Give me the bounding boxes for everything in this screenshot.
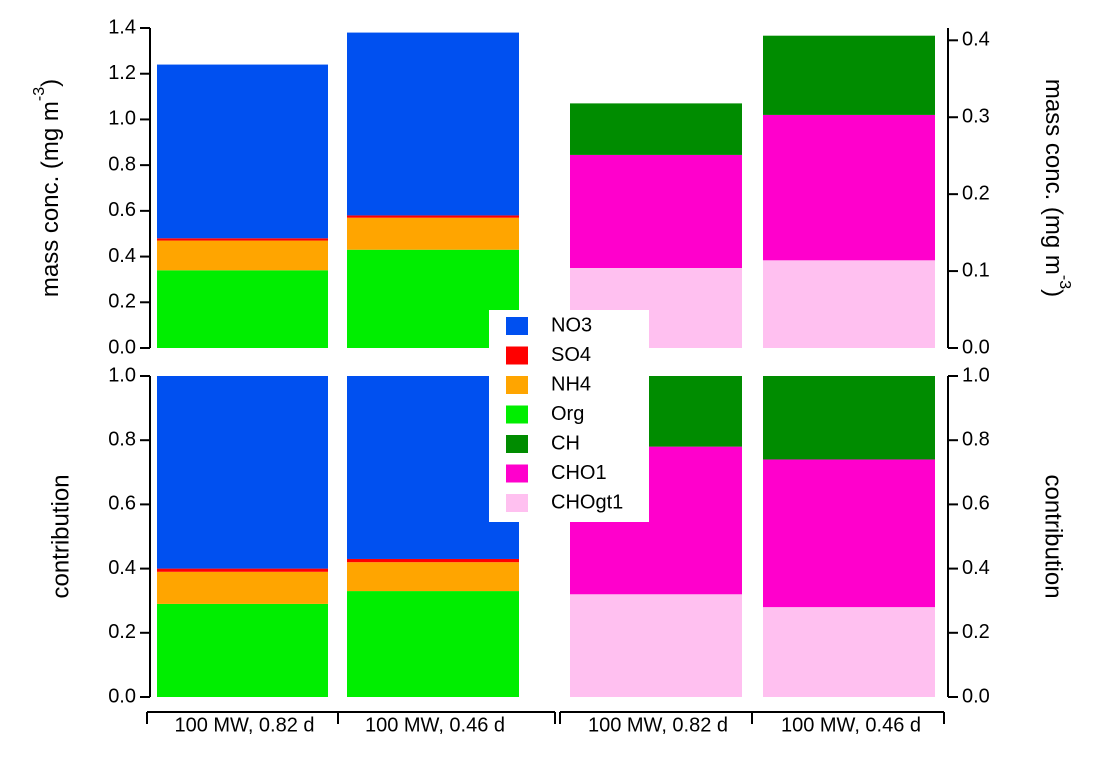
- bar-segment: [157, 64, 328, 239]
- y-tick-label: 0.4: [108, 245, 136, 267]
- bar-segment: [570, 103, 742, 155]
- bar-segment: [763, 459, 935, 608]
- y-tick-label: 0.0: [108, 685, 136, 707]
- y-tick-label: 0.8: [108, 428, 136, 450]
- bar-segment: [157, 568, 328, 572]
- bar-segment: [763, 114, 935, 261]
- legend-label: Org: [551, 403, 584, 425]
- y-tick-label: 1.0: [108, 108, 136, 130]
- y2-tick-label: 1.0: [962, 364, 990, 386]
- legend-label: NH4: [551, 373, 591, 395]
- y-axis-label: contribution: [47, 474, 74, 598]
- y-tick-label: 0.0: [108, 336, 136, 358]
- bar-segment: [570, 154, 742, 268]
- y2-axis-label: mass conc. (mg m-3): [1040, 79, 1073, 297]
- bar-segment: [157, 238, 328, 241]
- legend-label: NO3: [551, 314, 592, 336]
- bar-segment: [570, 594, 742, 697]
- bar-segment: [763, 35, 935, 115]
- x-tick-label: 100 MW, 0.82 d: [174, 714, 314, 736]
- y-tick-label: 0.2: [108, 621, 136, 643]
- bar-segment: [347, 217, 519, 250]
- bar-segment: [763, 260, 935, 348]
- bar-segment: [763, 376, 935, 460]
- y2-axis-label-end: ): [1040, 289, 1067, 297]
- legend-label: CH: [551, 432, 580, 454]
- y-tick-label: 0.2: [108, 291, 136, 313]
- y2-axis-label-text: mass conc. (mg m: [1040, 79, 1067, 275]
- x-tick-label: 100 MW, 0.82 d: [588, 714, 728, 736]
- bar-segment: [347, 215, 519, 218]
- y-tick-label: 1.2: [108, 62, 136, 84]
- bar-segment: [157, 376, 328, 569]
- y2-tick-label: 0.4: [962, 557, 990, 579]
- y2-tick-label: 0.8: [962, 428, 990, 450]
- y-axis-label: mass conc. (mg m-3): [31, 79, 64, 297]
- legend-swatch: [506, 494, 528, 512]
- bar-segment: [157, 240, 328, 271]
- legend-swatch: [506, 405, 528, 424]
- bar-segment: [347, 32, 519, 216]
- bar-segment: [347, 562, 519, 592]
- bar-segment: [763, 607, 935, 697]
- legend-swatch: [506, 317, 528, 335]
- bar-segment: [157, 603, 328, 697]
- bar-segment: [347, 558, 519, 563]
- y2-axis-label-sup: -3: [1056, 275, 1073, 289]
- y2-tick-label: 0.6: [962, 493, 990, 515]
- bar-segment: [347, 591, 519, 697]
- legend-label: SO4: [551, 344, 591, 366]
- y-tick-label: 0.4: [108, 557, 136, 579]
- y-axis-label-sup: -3: [31, 87, 48, 101]
- legend-swatch: [506, 435, 528, 453]
- y-tick-label: 1.0: [108, 364, 136, 386]
- legend-label: CHO1: [551, 462, 607, 484]
- x-tick-label: 100 MW, 0.46 d: [781, 714, 921, 736]
- y2-tick-label: 0.3: [962, 106, 990, 128]
- legend-swatch: [506, 376, 528, 394]
- bar-segment: [157, 270, 328, 348]
- y-axis-label-end: ): [37, 79, 64, 87]
- y2-axis-label: contribution: [1040, 474, 1067, 598]
- y2-tick-label: 0.0: [962, 685, 990, 707]
- y2-tick-label: 0.2: [962, 182, 990, 204]
- y2-tick-label: 0.0: [962, 336, 990, 358]
- y-tick-label: 0.6: [108, 493, 136, 515]
- y2-tick-label: 0.1: [962, 259, 990, 281]
- legend-swatch: [506, 464, 528, 483]
- y-axis-label-text: mass conc. (mg m: [37, 101, 64, 297]
- legend-swatch: [506, 346, 528, 365]
- bar-segment: [157, 571, 328, 604]
- y2-tick-label: 0.4: [962, 29, 990, 51]
- legend-label: CHOgt1: [551, 491, 623, 513]
- y-tick-label: 0.6: [108, 199, 136, 221]
- y-tick-label: 1.4: [108, 16, 136, 38]
- y2-tick-label: 0.2: [962, 621, 990, 643]
- x-tick-label: 100 MW, 0.46 d: [365, 714, 505, 736]
- y-tick-label: 0.8: [108, 153, 136, 175]
